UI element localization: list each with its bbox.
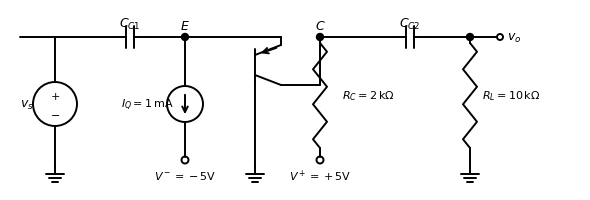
Text: $V^-=-5\mathrm{V}$: $V^-=-5\mathrm{V}$: [154, 169, 216, 181]
Text: $C_{C2}$: $C_{C2}$: [399, 16, 421, 31]
Text: $E$: $E$: [180, 19, 190, 32]
Circle shape: [182, 34, 188, 41]
Text: $-$: $-$: [50, 108, 60, 118]
Text: $R_C=2\,\mathrm{k}\Omega$: $R_C=2\,\mathrm{k}\Omega$: [342, 89, 395, 103]
Text: $V^+=+5\mathrm{V}$: $V^+=+5\mathrm{V}$: [289, 168, 351, 183]
Text: $I_Q=1\,\mathrm{mA}$: $I_Q=1\,\mathrm{mA}$: [121, 97, 173, 112]
Circle shape: [467, 34, 474, 41]
Text: $+$: $+$: [50, 91, 60, 102]
Text: $R_L=10\,\mathrm{k}\Omega$: $R_L=10\,\mathrm{k}\Omega$: [482, 89, 540, 103]
Circle shape: [316, 34, 323, 41]
Text: $C$: $C$: [314, 19, 325, 32]
Text: $v_s$: $v_s$: [20, 98, 34, 111]
Text: $C_{C1}$: $C_{C1}$: [119, 16, 141, 31]
Text: $v_o$: $v_o$: [507, 31, 522, 44]
